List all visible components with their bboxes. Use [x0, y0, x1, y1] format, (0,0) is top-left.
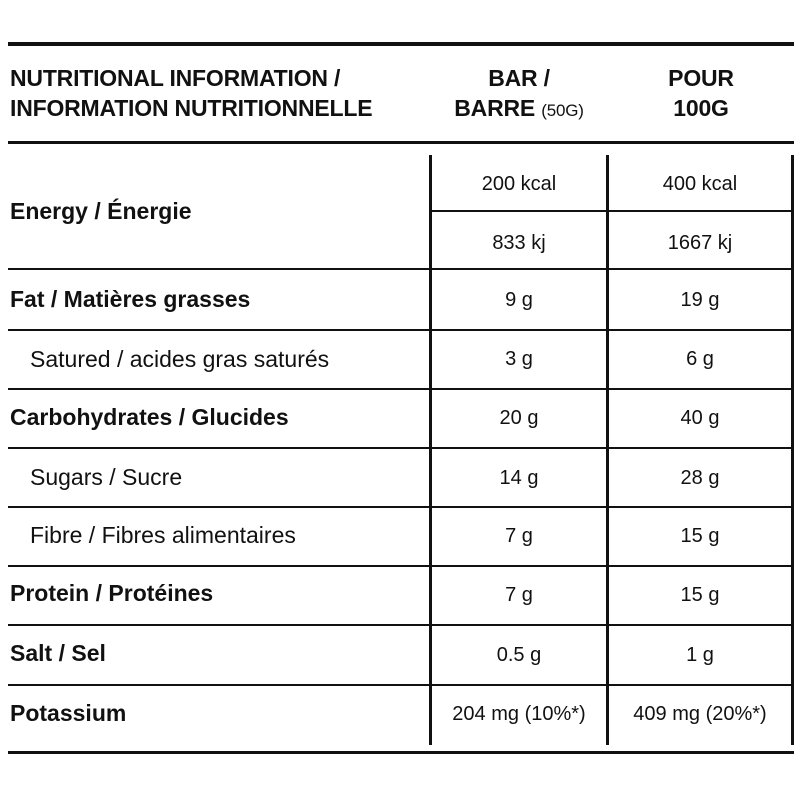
cell-potassium-per100: 409 mg (20%*) [633, 703, 767, 725]
row-divider [8, 506, 794, 508]
cell-carbohydrates-bar: 20 g [499, 407, 539, 429]
row-divider [8, 329, 794, 331]
row-label-saturated: Satured / acides gras saturés [30, 346, 330, 372]
cell-saturated-per100: 6 g [686, 348, 714, 370]
cell-energy-kcal-per100: 400 kcal [662, 173, 738, 195]
row-divider [8, 447, 794, 449]
cell-carbohydrates-per100: 40 g [680, 407, 720, 429]
row-label-fibre: Fibre / Fibres alimentaires [30, 522, 296, 548]
cell-sugars-per100: 28 g [680, 467, 720, 489]
cell-energy-kj-per100: 1667 kj [667, 232, 733, 254]
cell-protein-per100: 15 g [680, 584, 720, 606]
header-rule [8, 141, 794, 144]
cell-potassium-bar: 204 mg (10%*) [452, 703, 586, 725]
row-divider [8, 624, 794, 626]
column-header-bar-weight: (50G) [541, 101, 584, 120]
column-header-per100-line1: POUR [668, 65, 734, 91]
cell-saturated-bar: 3 g [505, 348, 533, 370]
top-rule [8, 42, 794, 46]
cell-fat-bar: 9 g [505, 289, 533, 311]
cell-protein-bar: 7 g [505, 584, 533, 606]
row-label-fat: Fat / Matières grasses [10, 286, 251, 312]
cell-sugars-bar: 14 g [499, 467, 539, 489]
table-title: NUTRITIONAL INFORMATION / INFORMATION NU… [10, 63, 373, 123]
column-header-bar: BAR / BARRE (50G) [430, 63, 608, 126]
energy-inner-divider [429, 210, 794, 212]
bottom-rule [8, 751, 794, 754]
cell-fibre-bar: 7 g [505, 525, 533, 547]
title-french: INFORMATION NUTRITIONNELLE [10, 95, 373, 121]
column-divider-right [791, 155, 794, 745]
cell-fat-per100: 19 g [680, 289, 720, 311]
title-english: NUTRITIONAL INFORMATION / [10, 65, 341, 91]
row-label-carbohydrates: Carbohydrates / Glucides [10, 404, 289, 430]
row-label-sugars: Sugars / Sucre [30, 464, 183, 490]
column-header-per100: POUR 100G [608, 63, 794, 123]
column-header-per100-line2: 100G [673, 95, 729, 121]
row-label-energy: Energy / Énergie [10, 198, 192, 224]
column-divider-per100 [606, 155, 609, 745]
row-divider [8, 388, 794, 390]
column-header-bar-line1: BAR / [488, 65, 550, 91]
column-header-bar-line2: BARRE (50G) [430, 93, 608, 126]
cell-fibre-per100: 15 g [680, 525, 720, 547]
cell-energy-kcal-bar: 200 kcal [481, 173, 557, 195]
row-divider [8, 565, 794, 567]
cell-salt-bar: 0.5 g [496, 644, 542, 666]
row-divider [8, 684, 794, 686]
row-label-potassium: Potassium [10, 700, 127, 726]
cell-energy-kj-bar: 833 kj [492, 232, 546, 254]
row-divider [8, 268, 794, 270]
row-label-salt: Salt / Sel [10, 640, 106, 666]
row-label-protein: Protein / Protéines [10, 580, 214, 606]
cell-salt-per100: 1 g [686, 644, 714, 666]
column-header-bar-label: BARRE [454, 95, 536, 121]
column-divider-bar [429, 155, 432, 745]
